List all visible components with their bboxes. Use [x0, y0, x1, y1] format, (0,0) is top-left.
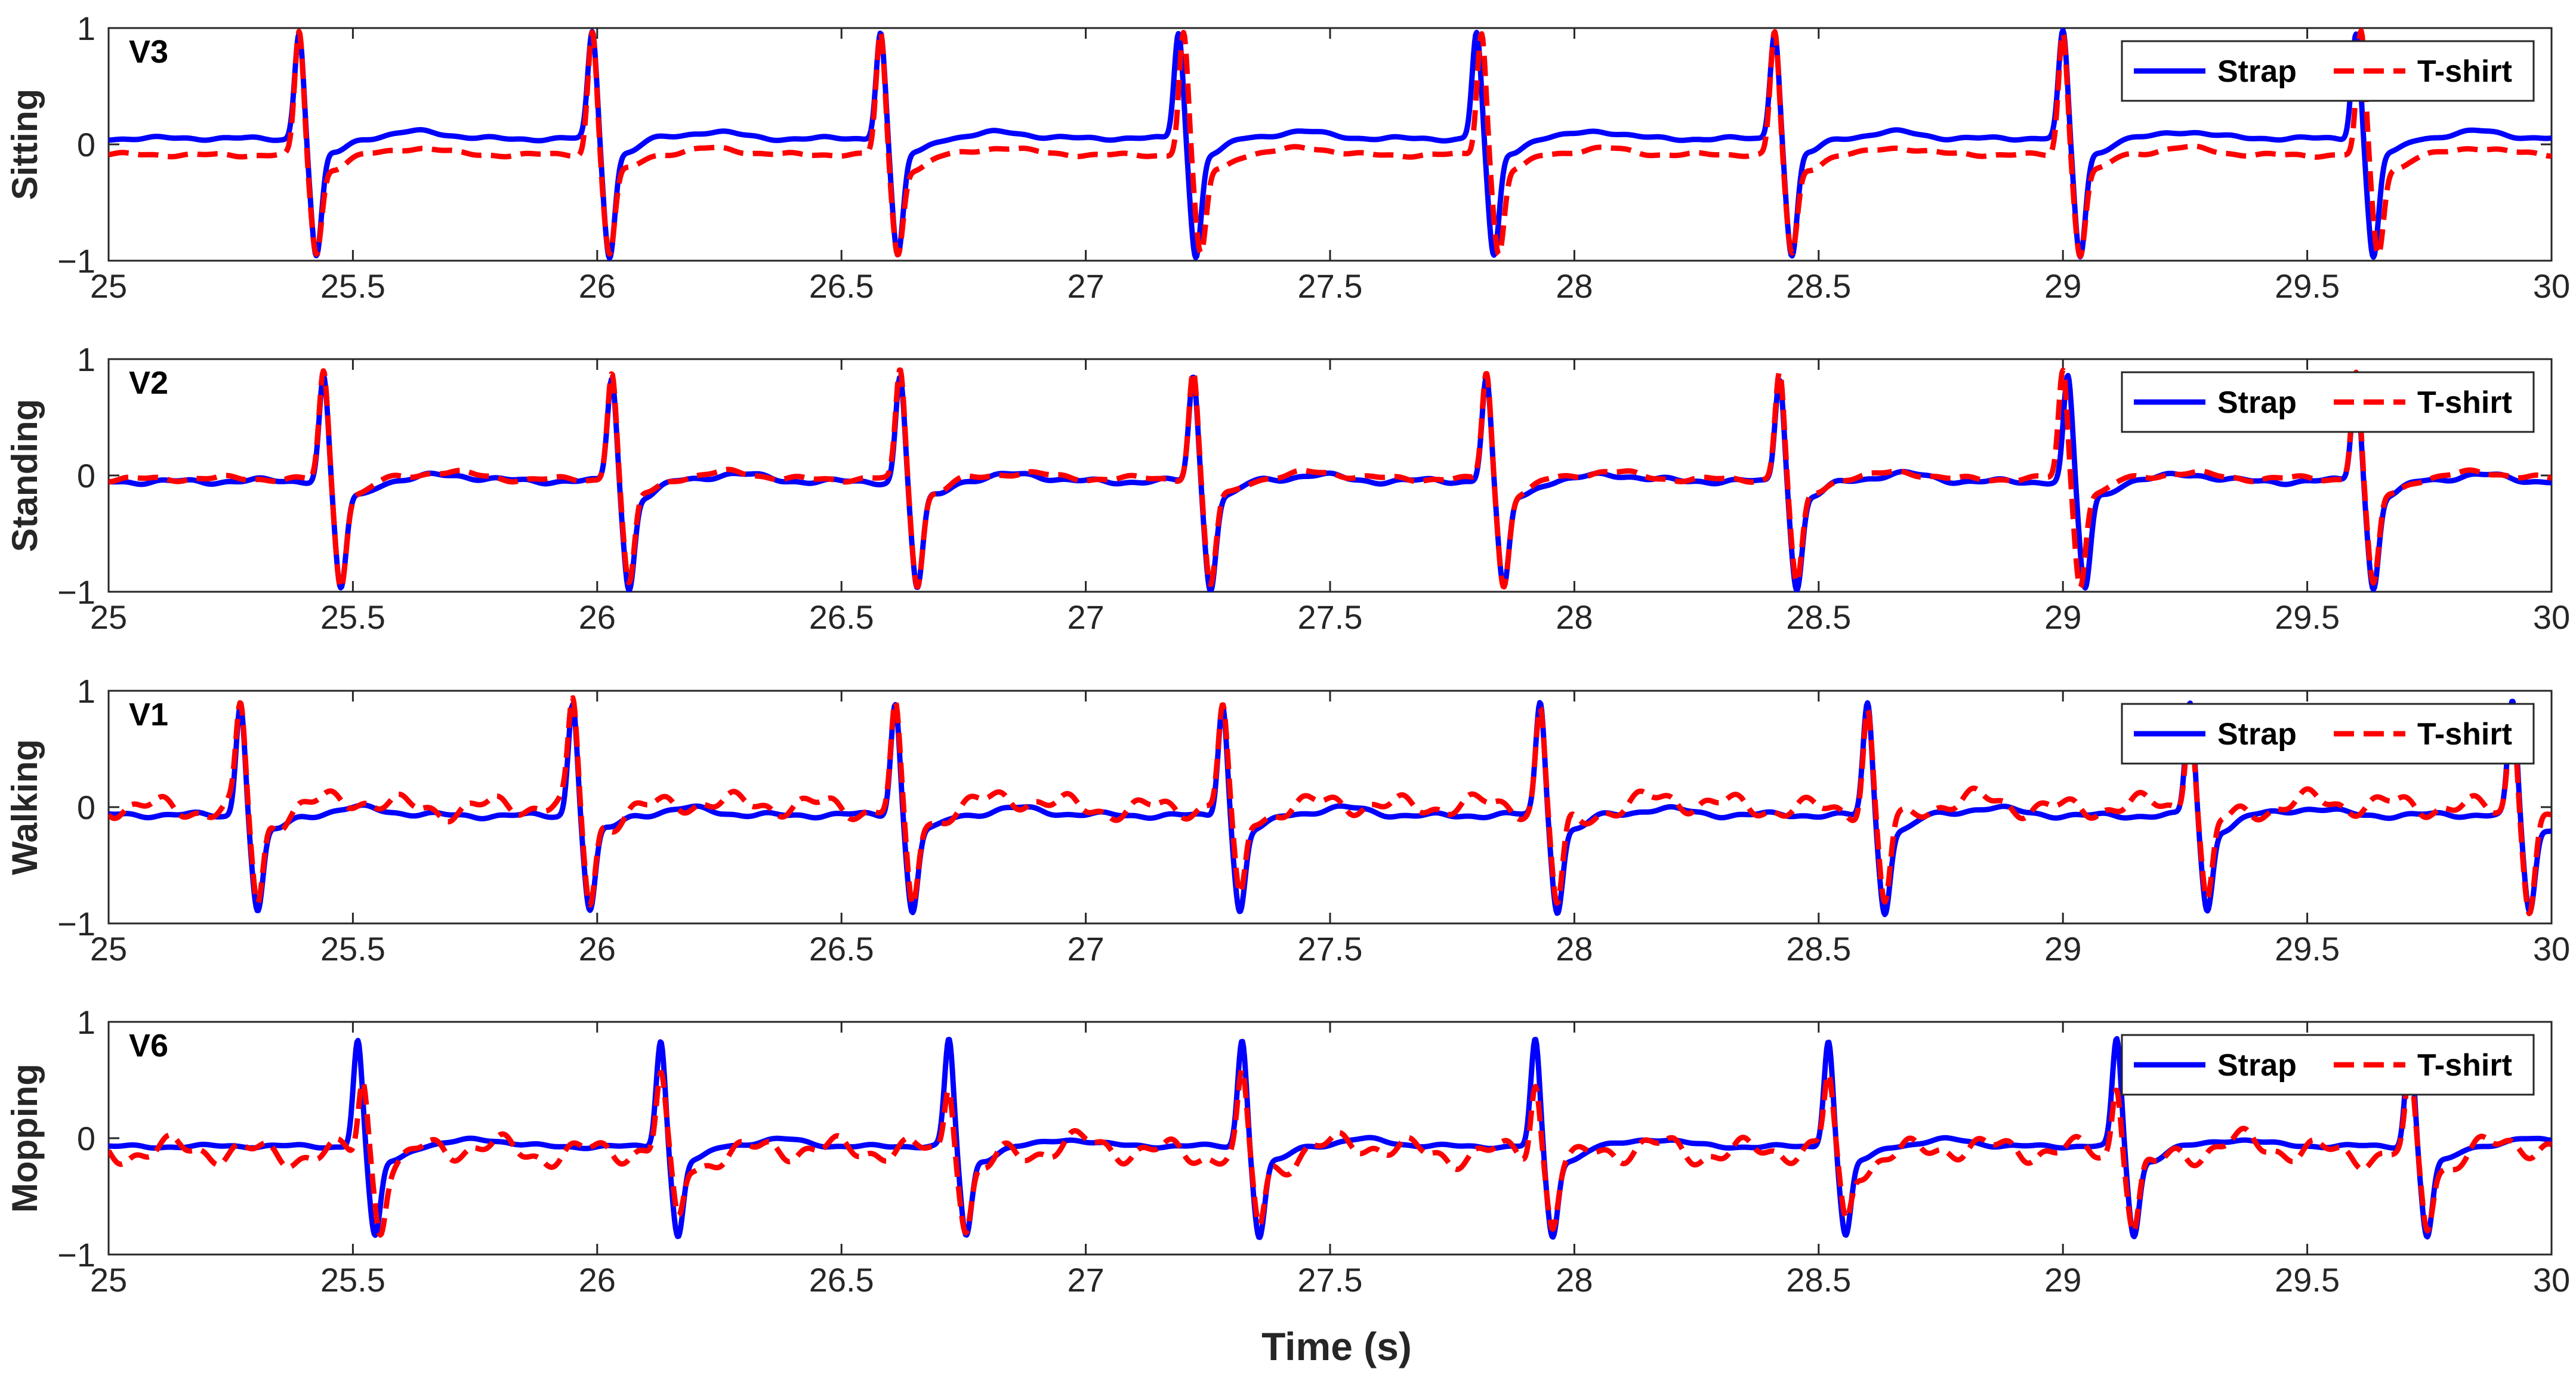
legend-label-strap: Strap [2217, 54, 2297, 89]
legend-label-strap: Strap [2217, 1048, 2297, 1083]
x-tick-label: 26 [579, 267, 616, 305]
series-line-strap [109, 699, 2552, 917]
x-tick-label: 25 [90, 1261, 127, 1299]
x-tick-label: 29.5 [2275, 598, 2340, 636]
x-tick-label: 27.5 [1298, 598, 1363, 636]
x-tick-label: 25.5 [320, 1261, 385, 1299]
panel-mopping: 25 25.5 26 26.5 27 27.5 28 28.5 29 29.5 30 −1 0 1 Mopp… [5, 1003, 2570, 1299]
series-line-t-shirt [109, 28, 2552, 259]
x-tick-label: 26.5 [809, 267, 874, 305]
x-tick-label: 26.5 [809, 1261, 874, 1299]
legend-label-t-shirt: T-shirt [2417, 717, 2512, 752]
y-tick-label: 0 [77, 457, 95, 495]
lead-label: V6 [129, 1028, 168, 1064]
y-tick-label: −1 [57, 242, 95, 280]
series-line-strap [109, 1036, 2552, 1240]
x-tick-label: 27 [1067, 930, 1104, 968]
x-tick-label: 28.5 [1786, 930, 1851, 968]
legend-label-t-shirt: T-shirt [2417, 385, 2512, 420]
x-tick-label: 25 [90, 598, 127, 636]
x-tick-label: 29.5 [2275, 930, 2340, 968]
x-tick-label: 25 [90, 267, 127, 305]
x-tick-label: 28 [1556, 598, 1593, 636]
legend: Strap T-shirt [2121, 40, 2535, 102]
x-tick-label: 26.5 [809, 930, 874, 968]
x-tick-label: 30 [2533, 930, 2570, 968]
lead-label: V2 [129, 365, 168, 401]
y-axis-label: Sitting [5, 89, 45, 200]
y-tick-label: −1 [57, 1236, 95, 1274]
x-tick-label: 30 [2533, 598, 2570, 636]
x-tick-label: 27 [1067, 267, 1104, 305]
x-tick-label: 29 [2044, 598, 2081, 636]
legend-label-t-shirt: T-shirt [2417, 1048, 2512, 1083]
lead-label: V3 [129, 34, 168, 70]
x-tick-label: 27 [1067, 598, 1104, 636]
x-tick-label: 29 [2044, 1261, 2081, 1299]
panel-walking: 25 25.5 26 26.5 27 27.5 28 28.5 29 29.5 30 −1 0 1 Walk… [5, 672, 2570, 968]
y-tick-label: 0 [77, 126, 95, 163]
x-tick-label: 26.5 [809, 598, 874, 636]
x-tick-label: 28.5 [1786, 1261, 1851, 1299]
x-tick-label: 27.5 [1298, 930, 1363, 968]
legend: Strap T-shirt [2121, 703, 2535, 765]
panel-standing: 25 25.5 26 26.5 27 27.5 28 28.5 29 29.5 30 −1 0 1 Stan… [5, 341, 2570, 636]
x-tick-label: 26 [579, 1261, 616, 1299]
x-tick-label: 29 [2044, 930, 2081, 968]
lead-label: V1 [129, 697, 168, 733]
x-tick-label: 30 [2533, 267, 2570, 305]
x-tick-label: 26 [579, 930, 616, 968]
legend-label-strap: Strap [2217, 385, 2297, 420]
y-axis-label: Standing [5, 399, 45, 552]
x-tick-label: 26 [579, 598, 616, 636]
series-line-strap [109, 28, 2552, 261]
x-tick-label: 25.5 [320, 598, 385, 636]
y-tick-label: 1 [77, 1003, 95, 1041]
x-tick-label: 27.5 [1298, 267, 1363, 305]
x-tick-label: 27 [1067, 1261, 1104, 1299]
y-tick-label: 1 [77, 341, 95, 378]
x-tick-label: 29.5 [2275, 267, 2340, 305]
legend: Strap T-shirt [2121, 371, 2535, 433]
series-line-t-shirt [109, 695, 2552, 916]
x-tick-label: 29 [2044, 267, 2081, 305]
series-line-t-shirt [109, 367, 2552, 591]
legend-label-t-shirt: T-shirt [2417, 54, 2512, 89]
legend-label-strap: Strap [2217, 717, 2297, 752]
series-line-t-shirt [109, 1065, 2552, 1238]
y-axis-label: Walking [5, 739, 45, 875]
y-tick-label: 1 [77, 672, 95, 710]
x-tick-label: 28 [1556, 1261, 1593, 1299]
legend: Strap T-shirt [2121, 1034, 2535, 1096]
x-tick-label: 28 [1556, 930, 1593, 968]
x-axis-label: Time (s) [1261, 1324, 1412, 1368]
x-tick-label: 27.5 [1298, 1261, 1363, 1299]
x-tick-label: 25.5 [320, 267, 385, 305]
x-tick-label: 28 [1556, 267, 1593, 305]
x-tick-label: 25.5 [320, 930, 385, 968]
y-tick-label: −1 [57, 573, 95, 611]
x-tick-label: 28.5 [1786, 267, 1851, 305]
y-axis-label: Mopping [5, 1064, 45, 1213]
x-tick-label: 30 [2533, 1261, 2570, 1299]
y-tick-label: 0 [77, 789, 95, 826]
y-tick-label: −1 [57, 905, 95, 943]
y-tick-label: 0 [77, 1120, 95, 1157]
y-tick-label: 1 [77, 10, 95, 47]
x-tick-label: 29.5 [2275, 1261, 2340, 1299]
panel-sitting: 25 25.5 26 26.5 27 27.5 28 28.5 29 29.5 30 −1 0 1 Sitt… [5, 10, 2570, 305]
x-tick-label: 28.5 [1786, 598, 1851, 636]
x-tick-label: 25 [90, 930, 127, 968]
